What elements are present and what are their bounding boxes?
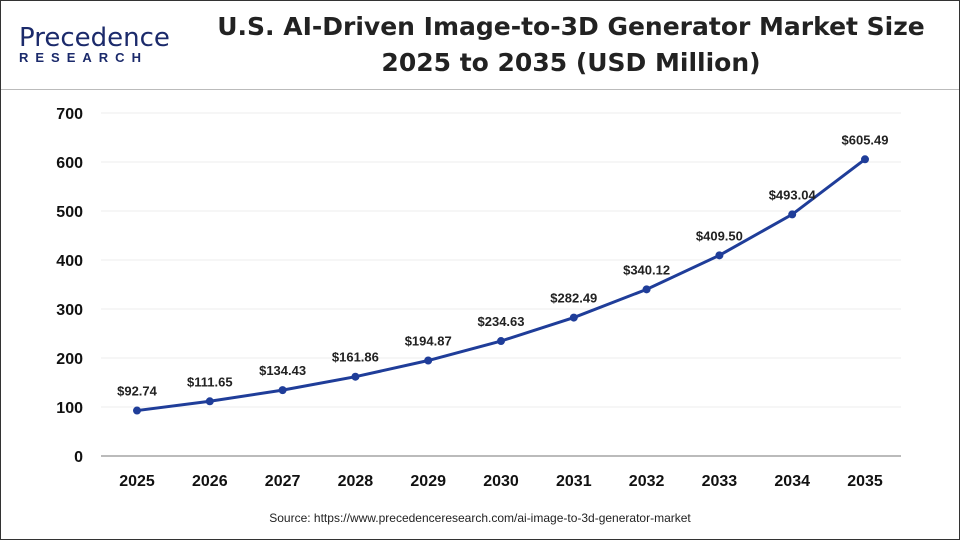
- data-point: [569, 313, 578, 322]
- data-point: [715, 251, 724, 260]
- x-tick-label: 2030: [483, 473, 519, 490]
- data-label: $493.04: [769, 187, 817, 202]
- data-label: $111.65: [187, 374, 233, 389]
- data-point: [205, 397, 214, 406]
- title-line1: U.S. AI-Driven Image-to-3D Generator Mar…: [217, 12, 925, 41]
- data-point: [642, 285, 651, 294]
- data-point: [133, 406, 141, 415]
- y-tick-label: 700: [56, 106, 83, 123]
- data-point: [424, 356, 433, 365]
- header: Precedence RESEARCH U.S. AI-Driven Image…: [1, 1, 959, 90]
- logo-line2: RESEARCH: [19, 50, 148, 65]
- y-tick-label: 0: [74, 449, 83, 466]
- x-tick-label: 2032: [629, 473, 665, 490]
- data-point: [861, 155, 869, 164]
- data-point: [278, 386, 287, 395]
- data-point: [351, 372, 360, 381]
- x-tick-label: 2035: [847, 473, 883, 490]
- x-tick-label: 2025: [119, 473, 155, 490]
- data-label: $92.74: [117, 384, 158, 399]
- y-tick-label: 400: [56, 253, 83, 270]
- x-tick-label: 2031: [556, 473, 592, 490]
- x-tick-label: 2028: [338, 473, 374, 490]
- title-line2: 2025 to 2035 (USD Million): [381, 48, 761, 77]
- data-point: [788, 210, 797, 219]
- data-label: $409.50: [696, 228, 743, 243]
- x-tick-label: 2027: [265, 473, 301, 490]
- data-label: $234.63: [478, 314, 525, 329]
- logo: Precedence RESEARCH: [19, 23, 170, 65]
- data-label: $605.49: [842, 132, 889, 147]
- data-label: $340.12: [623, 262, 670, 277]
- x-tick-label: 2034: [774, 473, 810, 490]
- data-label: $161.86: [332, 350, 379, 365]
- y-tick-label: 200: [56, 351, 83, 368]
- y-tick-label: 300: [56, 302, 83, 319]
- y-tick-label: 600: [56, 155, 83, 172]
- data-label: $134.43: [259, 363, 306, 378]
- x-tick-label: 2029: [410, 473, 446, 490]
- source-note: Source: https://www.precedenceresearch.c…: [269, 511, 691, 525]
- data-point: [497, 337, 505, 346]
- chart-title: U.S. AI-Driven Image-to-3D Generator Mar…: [211, 9, 931, 81]
- x-tick-label: 2033: [702, 473, 738, 490]
- y-tick-label: 100: [56, 400, 83, 417]
- series-line: [136, 158, 866, 413]
- y-tick-label: 500: [56, 204, 83, 221]
- logo-line1: Precedence: [19, 23, 170, 53]
- data-label: $194.87: [405, 334, 452, 349]
- data-label: $282.49: [550, 291, 597, 306]
- x-tick-label: 2026: [192, 473, 228, 490]
